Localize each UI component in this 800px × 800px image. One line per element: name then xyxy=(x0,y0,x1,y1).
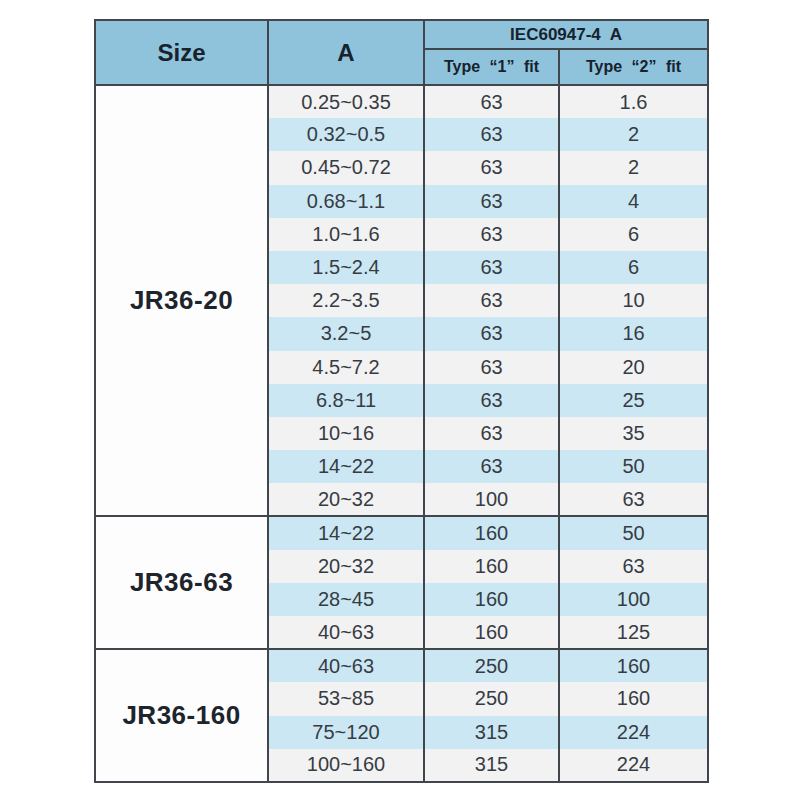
cell-type2-fit: 63 xyxy=(559,550,708,583)
cell-type1-fit: 63 xyxy=(424,251,559,284)
cell-type2-fit: 6 xyxy=(559,251,708,284)
cell-current-range: 2.2~3.5 xyxy=(268,284,424,317)
cell-type2-fit: 20 xyxy=(559,351,708,384)
column-header-type1-fit: Type “1” fit xyxy=(424,49,559,85)
cell-current-range: 3.2~5 xyxy=(268,317,424,350)
spec-table: Size A IEC60947-4 A Type “1” fit Type “2… xyxy=(94,19,709,783)
cell-type2-fit: 50 xyxy=(559,450,708,483)
cell-type1-fit: 63 xyxy=(424,85,559,118)
cell-type1-fit: 160 xyxy=(424,550,559,583)
cell-type1-fit: 250 xyxy=(424,682,559,715)
cell-type1-fit: 63 xyxy=(424,151,559,184)
cell-current-range: 1.5~2.4 xyxy=(268,251,424,284)
cell-current-range: 14~22 xyxy=(268,516,424,549)
cell-current-range: 1.0~1.6 xyxy=(268,218,424,251)
cell-type1-fit: 63 xyxy=(424,118,559,151)
cell-type1-fit: 63 xyxy=(424,450,559,483)
cell-type2-fit: 2 xyxy=(559,118,708,151)
size-group-jr36-63: JR36-6314~221605020~321606328~4516010040… xyxy=(95,516,708,649)
column-header-a: A xyxy=(268,20,424,85)
cell-type1-fit: 63 xyxy=(424,351,559,384)
cell-type1-fit: 63 xyxy=(424,185,559,218)
column-header-iec60947: IEC60947-4 A xyxy=(424,20,708,49)
cell-type2-fit: 160 xyxy=(559,682,708,715)
cell-current-range: 0.68~1.1 xyxy=(268,185,424,218)
cell-type1-fit: 250 xyxy=(424,649,559,682)
cell-current-range: 4.5~7.2 xyxy=(268,351,424,384)
cell-type2-fit: 224 xyxy=(559,716,708,749)
size-group-jr36-160: JR36-16040~63250160 53~85250160 75~1203152… xyxy=(95,649,708,782)
cell-type2-fit: 63 xyxy=(559,483,708,516)
cell-current-range: 28~45 xyxy=(268,583,424,616)
spec-sheet: Size A IEC60947-4 A Type “1” fit Type “2… xyxy=(0,0,800,800)
size-cell: JR36-20 xyxy=(95,85,268,516)
cell-type1-fit: 63 xyxy=(424,218,559,251)
cell-current-range: 0.25~0.35 xyxy=(268,85,424,118)
cell-current-range: 10~16 xyxy=(268,417,424,450)
cell-type1-fit: 63 xyxy=(424,317,559,350)
column-header-type2-fit: Type “2” fit xyxy=(559,49,708,85)
cell-type1-fit: 160 xyxy=(424,583,559,616)
cell-type2-fit: 160 xyxy=(559,649,708,682)
cell-type2-fit: 50 xyxy=(559,516,708,549)
cell-type2-fit: 2 xyxy=(559,151,708,184)
cell-current-range: 0.45~0.72 xyxy=(268,151,424,184)
cell-type2-fit: 224 xyxy=(559,749,708,782)
cell-current-range: 100~160 xyxy=(268,749,424,782)
size-group-jr36-20: JR36-200.25~0.35631.60.32~0.56320.45~0.7… xyxy=(95,85,708,516)
table-row: JR36-16040~63250160 xyxy=(95,649,708,682)
cell-type1-fit: 160 xyxy=(424,516,559,549)
cell-type1-fit: 315 xyxy=(424,749,559,782)
cell-type2-fit: 4 xyxy=(559,185,708,218)
cell-type2-fit: 1.6 xyxy=(559,85,708,118)
table-header: Size A IEC60947-4 A Type “1” fit Type “2… xyxy=(95,20,708,85)
cell-current-range: 20~32 xyxy=(268,483,424,516)
cell-type1-fit: 63 xyxy=(424,417,559,450)
cell-current-range: 0.32~0.5 xyxy=(268,118,424,151)
size-cell: JR36-160 xyxy=(95,649,268,782)
column-header-size: Size xyxy=(95,20,268,85)
cell-type2-fit: 6 xyxy=(559,218,708,251)
cell-type2-fit: 16 xyxy=(559,317,708,350)
cell-type1-fit: 63 xyxy=(424,384,559,417)
table-row: JR36-6314~2216050 xyxy=(95,516,708,549)
cell-type1-fit: 100 xyxy=(424,483,559,516)
cell-current-range: 6.8~11 xyxy=(268,384,424,417)
cell-current-range: 75~120 xyxy=(268,716,424,749)
cell-current-range: 14~22 xyxy=(268,450,424,483)
cell-type2-fit: 10 xyxy=(559,284,708,317)
cell-type2-fit: 35 xyxy=(559,417,708,450)
cell-type2-fit: 125 xyxy=(559,616,708,649)
size-cell: JR36-63 xyxy=(95,516,268,649)
cell-type1-fit: 315 xyxy=(424,716,559,749)
table-row: JR36-200.25~0.35631.6 xyxy=(95,85,708,118)
cell-type1-fit: 160 xyxy=(424,616,559,649)
cell-type1-fit: 63 xyxy=(424,284,559,317)
cell-type2-fit: 100 xyxy=(559,583,708,616)
cell-current-range: 40~63 xyxy=(268,616,424,649)
cell-type2-fit: 25 xyxy=(559,384,708,417)
cell-current-range: 53~85 xyxy=(268,682,424,715)
cell-current-range: 40~63 xyxy=(268,649,424,682)
cell-current-range: 20~32 xyxy=(268,550,424,583)
